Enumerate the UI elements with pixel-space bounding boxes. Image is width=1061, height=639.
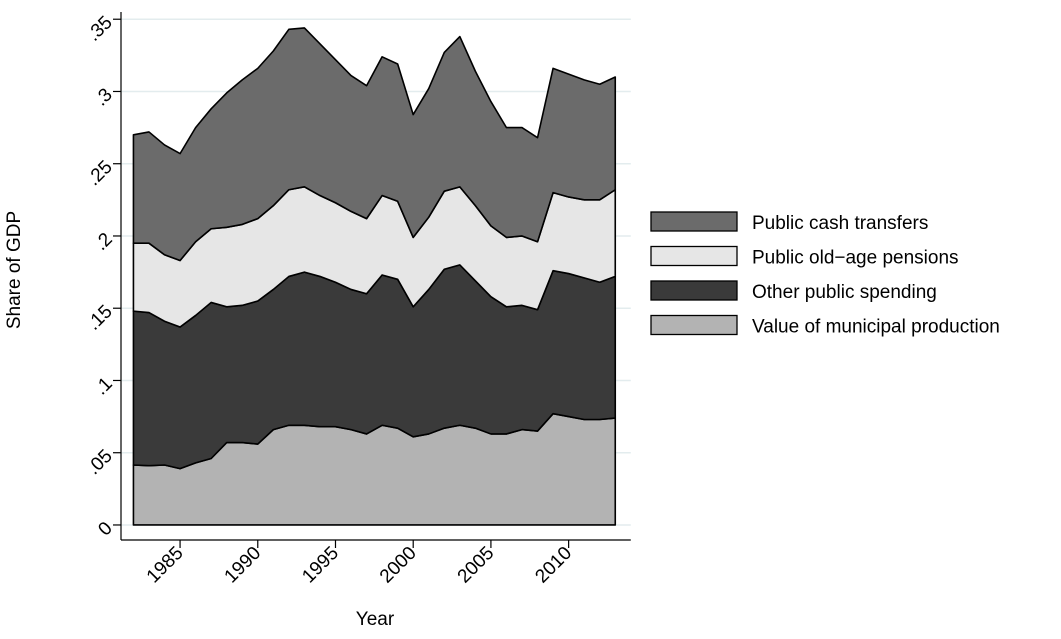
legend-swatch bbox=[650, 211, 738, 232]
legend-label: Other public spending bbox=[752, 282, 937, 303]
legend-label: Value of municipal production bbox=[752, 317, 1000, 338]
legend-label: Public cash transfers bbox=[752, 213, 928, 234]
legend-swatch bbox=[650, 280, 738, 301]
y-axis-title: Share of GDP bbox=[4, 211, 25, 329]
x-axis-title: Year bbox=[356, 609, 395, 630]
legend-swatch bbox=[650, 245, 738, 267]
legend-label: Public old−age pensions bbox=[752, 248, 959, 269]
legend-swatch bbox=[650, 314, 738, 336]
area bbox=[132, 27, 617, 262]
